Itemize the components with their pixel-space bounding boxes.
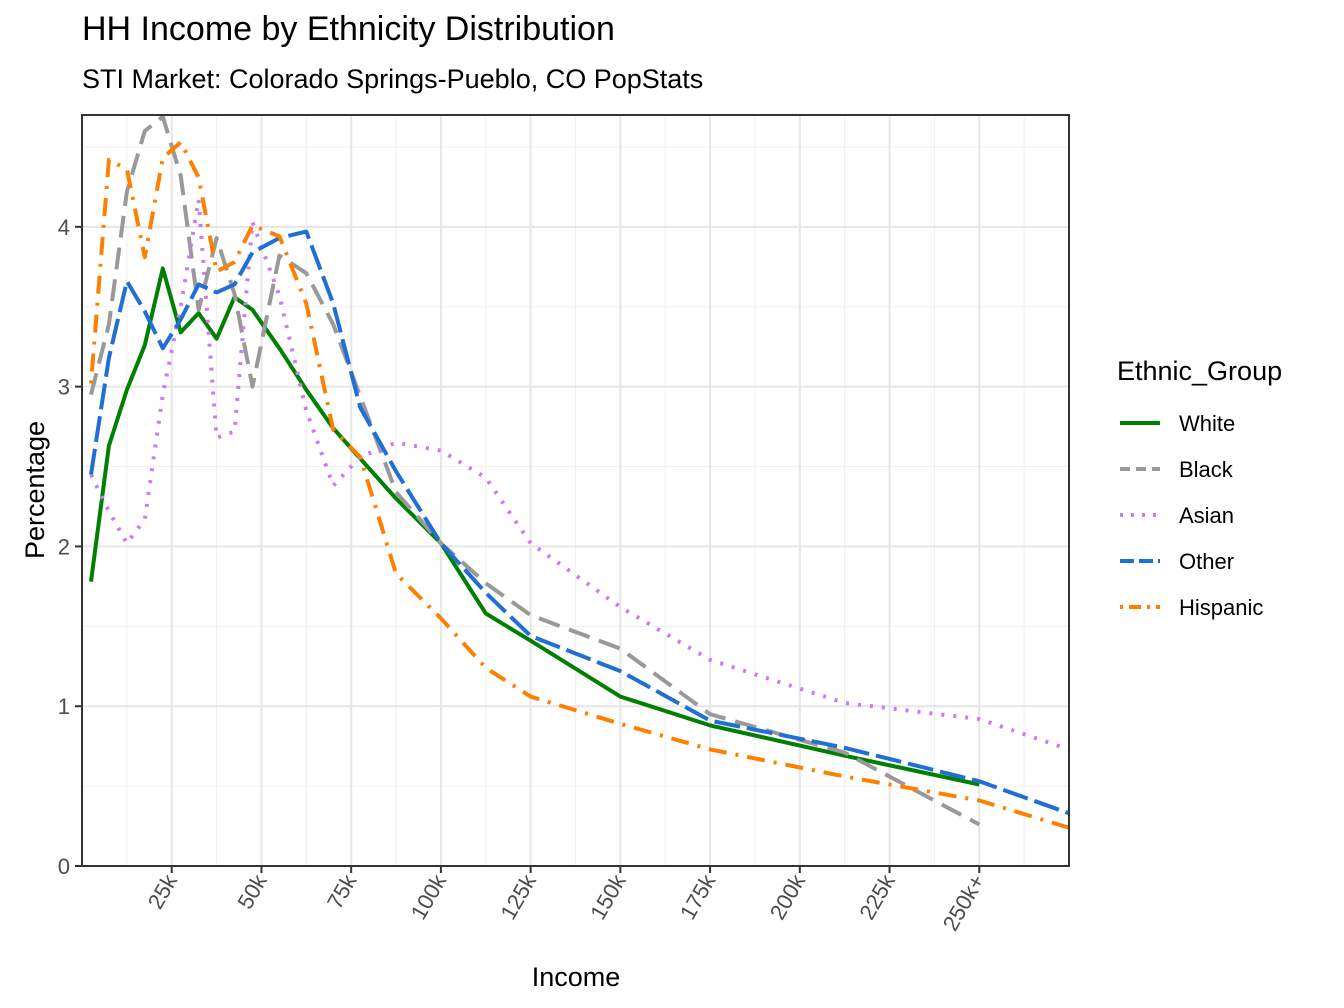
series-line-other: [89, 229, 1069, 816]
chart-title: HH Income by Ethnicity Distribution: [82, 10, 615, 48]
y-tick-label: 1: [58, 694, 70, 719]
series-line-hispanic: [89, 140, 1069, 830]
minor-gridlines: [82, 115, 1069, 866]
legend-label-asian: Asian: [1179, 503, 1234, 528]
legend-label-white: White: [1179, 411, 1235, 436]
y-axis-title: Percentage: [20, 421, 50, 559]
y-tick-label: 0: [58, 854, 70, 879]
x-tick-label: 225k: [854, 869, 900, 924]
x-tick-label: 50k: [232, 869, 272, 913]
x-tick-label: 75k: [322, 869, 362, 913]
legend: Ethnic_Group White Black Asian Other Hispanic: [1117, 356, 1282, 620]
y-tick-label: 3: [58, 375, 70, 400]
y-tick-label: 4: [58, 215, 70, 240]
series-line-white: [89, 266, 980, 787]
x-tick-label: 25k: [143, 869, 183, 913]
x-tick-label: 175k: [675, 869, 721, 924]
chart-subtitle: STI Market: Colorado Springs-Pueblo, CO …: [82, 64, 704, 94]
panel-border: [81, 114, 1070, 867]
legend-label-hispanic: Hispanic: [1179, 595, 1263, 620]
x-tick-label: 250k+: [938, 870, 990, 935]
series-lines: [89, 115, 1069, 830]
x-tick-label: 100k: [406, 869, 452, 924]
x-tick-label: 150k: [585, 869, 631, 924]
legend-label-black: Black: [1179, 457, 1234, 482]
legend-label-other: Other: [1179, 549, 1234, 574]
x-axis-title: Income: [532, 962, 621, 992]
x-tick-label: 125k: [495, 869, 541, 924]
series-line-asian: [89, 197, 1069, 752]
series-line-black: [89, 115, 981, 827]
legend-title: Ethnic_Group: [1117, 356, 1282, 386]
y-tick-label: 2: [58, 534, 70, 559]
x-tick-label: 200k: [765, 869, 811, 924]
